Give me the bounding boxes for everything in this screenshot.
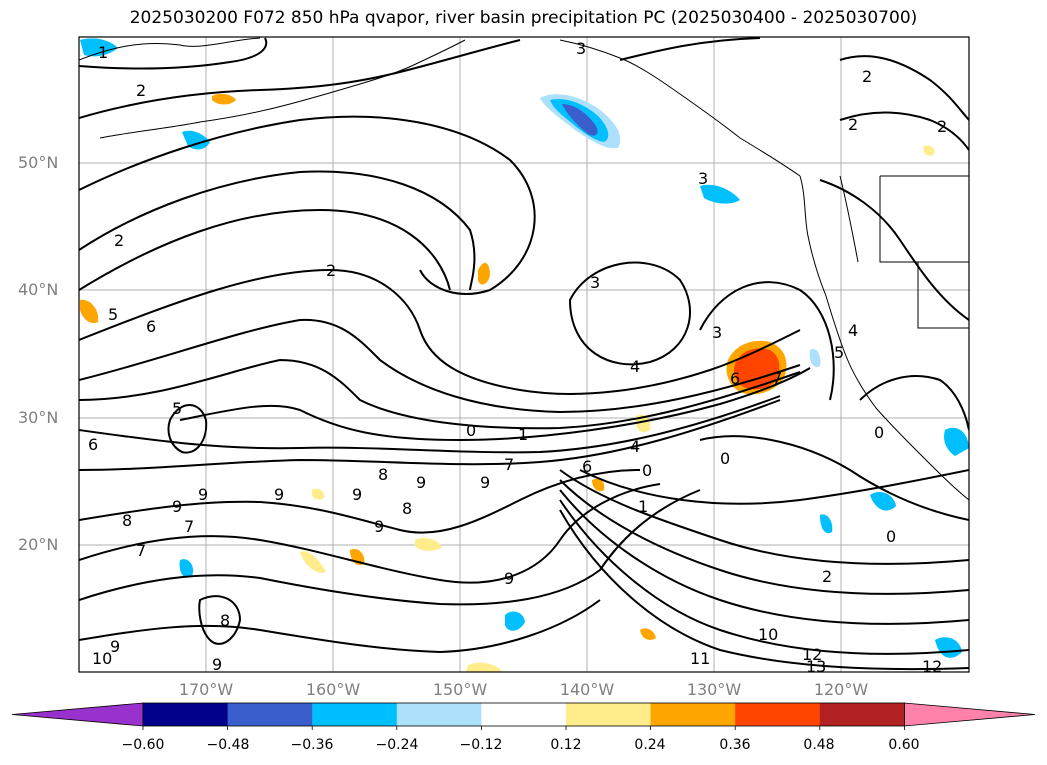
colorbar-swatch	[143, 703, 229, 726]
contour-label: 6	[88, 435, 98, 454]
contour-label: 4	[630, 357, 640, 376]
contour-label: 2	[862, 67, 872, 86]
contour-label: 9	[110, 637, 120, 656]
contour-label: 6	[582, 457, 592, 476]
contour-label: 12	[802, 645, 822, 664]
contour-label: 9	[416, 473, 426, 492]
colorbar-swatch	[312, 703, 398, 726]
precip-shading	[80, 38, 969, 672]
colorbar-tick-label: −0.48	[206, 737, 250, 753]
contour-label: 5	[108, 305, 118, 324]
lat-label-20n: 20°N	[18, 535, 59, 554]
contour-label: 9	[504, 569, 514, 588]
contour-label: 9	[172, 497, 182, 516]
colorbar-swatch	[650, 703, 736, 726]
contour-label: 4	[848, 321, 858, 340]
colorbar-tick-label: −0.36	[290, 737, 334, 753]
lon-label-160w: 160°W	[305, 680, 361, 699]
contour-label: 2	[326, 261, 336, 280]
colorbar-tick-label: 0.24	[634, 737, 666, 753]
contour-label: 2	[937, 117, 947, 136]
contour-label: 7	[772, 369, 782, 388]
contour-label: 0	[720, 449, 730, 468]
contour-label: 6	[730, 369, 740, 388]
contour-label: 1	[638, 497, 648, 516]
lon-label-120w: 120°W	[813, 680, 869, 699]
contour-label: 4	[630, 437, 640, 456]
colorbar-swatch	[396, 703, 482, 726]
contour-label: 10	[92, 649, 112, 668]
contour-label: 1	[98, 43, 108, 62]
contour-label: 5	[834, 343, 844, 362]
colorbar-tick-label: 0.48	[803, 737, 835, 753]
lat-label-40n: 40°N	[18, 280, 59, 299]
lon-label-140w: 140°W	[559, 680, 615, 699]
coastlines	[79, 37, 969, 501]
contour-label: 2	[822, 567, 832, 586]
contour-label: 9	[274, 485, 284, 504]
colorbar-outline	[142, 702, 905, 727]
contour-label: 8	[122, 511, 132, 530]
contour-label: 2	[114, 231, 124, 250]
colorbar-extend-high	[904, 702, 1036, 727]
colorbar-swatches	[11, 702, 1036, 730]
contour-label: 13	[806, 657, 826, 676]
map-title: 2025030200 F072 850 hPa qvapor, river ba…	[129, 8, 918, 28]
colorbar-swatch	[227, 703, 313, 726]
colorbar-tick-label: 0.12	[550, 737, 582, 753]
contour-label: 1	[518, 425, 528, 444]
contour-label: 9	[480, 473, 490, 492]
colorbar-swatch	[819, 703, 905, 726]
contour-label: 9	[212, 655, 222, 674]
qvapor-contours	[79, 37, 969, 671]
lat-label-50n: 50°N	[18, 153, 59, 172]
contour-label: 3	[698, 169, 708, 188]
contour-label: 9	[198, 485, 208, 504]
contour-label: 0	[466, 421, 476, 440]
contour-label: 7	[184, 517, 194, 536]
contour-label: 8	[402, 499, 412, 518]
colorbar-tick-label: −0.24	[375, 737, 419, 753]
lon-label-150w: 150°W	[432, 680, 488, 699]
contour-label: 8	[378, 465, 388, 484]
contour-label: 3	[576, 39, 586, 58]
contour-label: 11	[690, 649, 710, 668]
contour-labels: 1 2 3 2 2 2 3 2 3 5 6 2 4 5 6 8 0 1 7 6 …	[88, 39, 947, 676]
colorbar-tick-label: 0.60	[888, 737, 920, 753]
colorbar-swatch	[735, 703, 821, 726]
contour-label: 7	[136, 541, 146, 560]
colorbar-swatch	[566, 703, 652, 726]
contour-label: 7	[504, 455, 514, 474]
contour-label: 5	[172, 399, 182, 418]
contour-label: 6	[146, 317, 156, 336]
contour-label: 3	[712, 323, 722, 342]
contour-label: 10	[758, 625, 778, 644]
contour-label: 8	[220, 611, 230, 630]
contour-label: 0	[886, 527, 896, 546]
colorbar-tick-label: 0.36	[719, 737, 751, 753]
contour-label: 2	[136, 81, 146, 100]
contour-label: 3	[590, 273, 600, 292]
colorbar-swatch	[481, 703, 567, 726]
colorbar-extend-low	[11, 702, 144, 727]
lon-label-130w: 130°W	[686, 680, 742, 699]
gridlines	[79, 37, 969, 672]
lat-label-30n: 30°N	[18, 408, 59, 427]
contour-label: 0	[874, 423, 884, 442]
colorbar-tick-label: −0.60	[121, 737, 165, 753]
contour-label: 2	[848, 115, 858, 134]
contour-label: 12	[922, 657, 942, 676]
lon-label-170w: 170°W	[178, 680, 234, 699]
colorbar-tick-label: −0.12	[459, 737, 503, 753]
contour-label: 9	[374, 517, 384, 536]
map-frame	[78, 36, 970, 673]
contour-label: 9	[352, 485, 362, 504]
contour-label: 0	[642, 461, 652, 480]
